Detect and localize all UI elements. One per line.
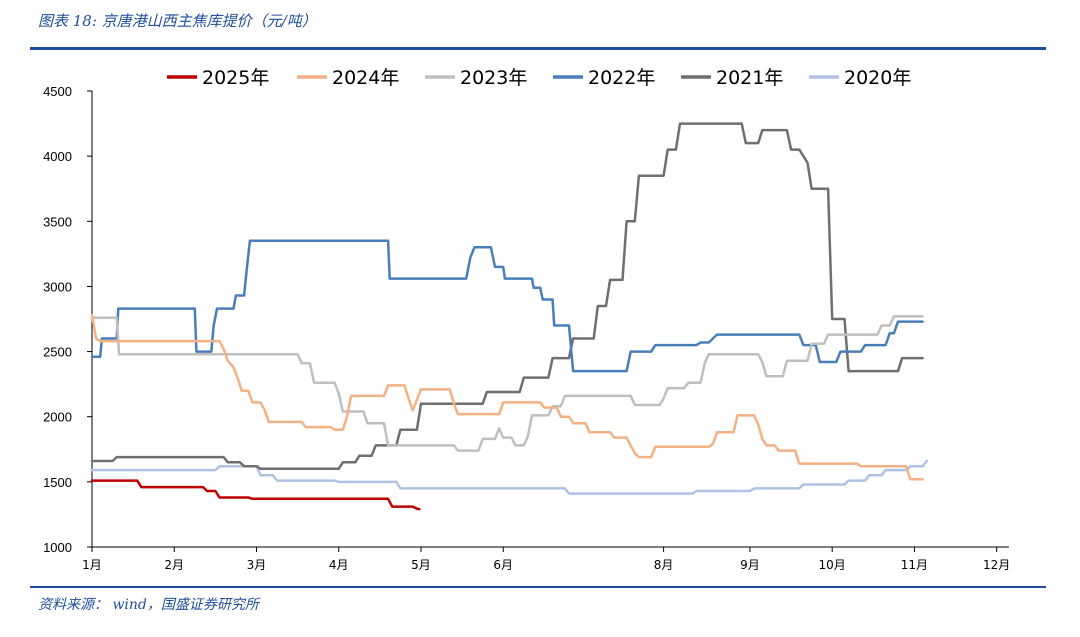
- legend-label: 2023年: [460, 67, 527, 89]
- series-line-2021年: [90, 122, 924, 471]
- x-tick-label: 11月: [901, 558, 928, 572]
- x-tick-label: 5月: [411, 558, 431, 572]
- y-tick-label: 1000: [43, 540, 72, 555]
- x-tick-label: 10月: [819, 558, 846, 572]
- source-note: 资料来源： wind，国盛证券研究所: [38, 597, 259, 613]
- x-tick-label: 9月: [740, 558, 760, 572]
- y-tick-label: 2000: [43, 410, 72, 425]
- series-line-2024年: [90, 313, 924, 481]
- x-tick-label: 6月: [493, 558, 513, 572]
- legend-label: 2021年: [716, 67, 783, 89]
- y-tick-label: 3000: [43, 279, 72, 294]
- legend-label: 2020年: [844, 67, 911, 89]
- legend-label: 2022年: [588, 67, 655, 89]
- x-tick-label: 8月: [654, 558, 674, 572]
- legend-label: 2024年: [332, 67, 399, 89]
- y-tick-label: 3500: [43, 214, 72, 229]
- x-tick-label: 3月: [247, 558, 267, 572]
- y-tick-label: 2500: [43, 345, 72, 360]
- bottom-rule: [30, 586, 1046, 588]
- series-line-2025年: [90, 479, 421, 511]
- chart-legend: 2025年 2024年 2023年 2022年 2021年 2020年: [167, 67, 911, 89]
- y-tick-label: 1500: [43, 475, 72, 490]
- series-line-2020年: [90, 459, 929, 495]
- series-lines: [90, 122, 929, 511]
- y-tick-label: 4000: [43, 149, 72, 164]
- chart-caption: 图表 18: 京唐港山西主焦库提价（元/吨）: [38, 12, 317, 30]
- series-line-2023年: [90, 315, 924, 452]
- series-line-2022年: [90, 239, 924, 373]
- x-tick-label: 12月: [983, 558, 1010, 572]
- y-tick-label: 4500: [43, 84, 72, 99]
- y-axis: 1000 1500 2000 2500 3000 3500 4000 4500: [43, 84, 93, 555]
- x-tick-label: 1月: [82, 558, 102, 572]
- legend-label: 2025年: [202, 67, 269, 89]
- x-tick-label: 4月: [329, 558, 349, 572]
- x-axis: 1月 2月 3月 4月 5月 6月 8月 9月 10月 11月 12月: [82, 546, 1010, 572]
- top-rule: [30, 47, 1046, 50]
- x-tick-label: 2月: [164, 558, 184, 572]
